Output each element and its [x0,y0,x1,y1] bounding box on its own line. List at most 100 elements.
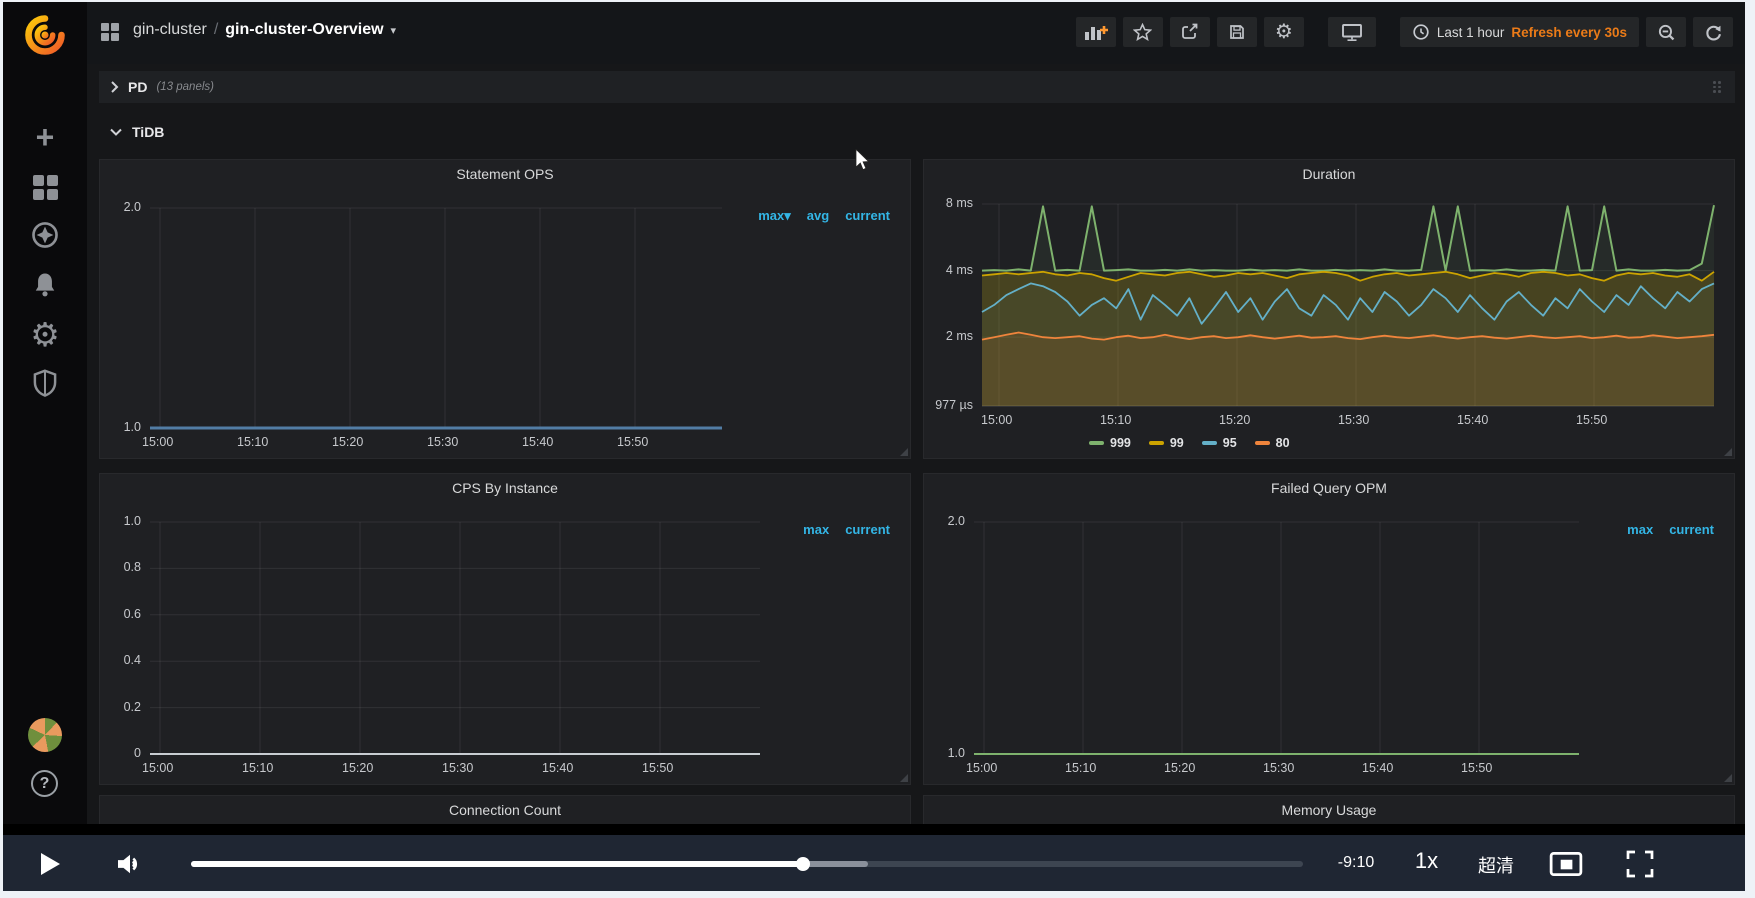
dashboard-settings-button[interactable]: ⚙ [1264,17,1304,47]
row-header-pd[interactable]: PD (13 panels) [99,71,1735,103]
legend-color-dash [1255,441,1270,445]
video-viewport[interactable]: + ⚙ [3,2,1745,891]
x-tick-label: 15:40 [1457,413,1488,427]
legend-stat-current[interactable]: current [1669,522,1714,537]
top-navbar: gin-cluster / gin-cluster-Overview ▾ [87,2,1745,64]
grafana-app: + ⚙ [3,2,1745,824]
sidebar-item-dashboards[interactable] [3,172,87,202]
star-dashboard-button[interactable] [1123,17,1163,47]
chevron-right-icon [109,80,119,94]
chart-plot: 2.01.015:0015:1015:2015:3015:4015:50max▾… [100,160,910,458]
legend-series-name: 80 [1276,436,1290,450]
refresh-dashboard-button[interactable] [1693,17,1733,47]
grafana-logo-icon [23,13,67,57]
create-button[interactable]: + [3,120,87,154]
breadcrumb-dashboard[interactable]: gin-cluster-Overview [225,21,383,39]
y-tick-label: 2.0 [948,514,965,528]
legend-stat-avg[interactable]: avg [807,208,829,224]
sidebar-item-server-admin[interactable] [3,368,87,398]
sidebar-item-explore[interactable] [3,220,87,250]
volume-button[interactable] [115,852,145,881]
panel-resize-handle[interactable] [900,448,908,456]
time-range-picker[interactable]: Last 1 hour Refresh every 30s [1400,17,1639,47]
picture-in-picture-button[interactable] [1549,851,1583,882]
legend-stat-current[interactable]: current [845,208,890,224]
legend-item-999[interactable]: 999 [1089,436,1131,450]
help-button[interactable]: ? [31,770,58,797]
chart-canvas [924,160,1736,460]
x-tick-label: 15:50 [1576,413,1607,427]
help-icon: ? [40,775,50,793]
y-tick-label: 0.4 [124,653,141,667]
gear-icon: ⚙ [30,315,60,354]
user-avatar[interactable] [28,718,62,752]
fullscreen-icon [1625,850,1655,878]
sidebar-item-alerting[interactable] [3,270,87,300]
panel-resize-handle[interactable] [1724,448,1732,456]
chart-plot: 1.00.80.60.40.2015:0015:1015:2015:3015:4… [100,474,910,784]
breadcrumb-separator: / [214,21,218,39]
panel-resize-handle[interactable] [1724,774,1732,782]
sidebar: + ⚙ [3,2,87,824]
seek-handle[interactable] [796,857,810,871]
x-tick-label: 15:30 [1338,413,1369,427]
play-button[interactable] [41,853,60,875]
x-tick-label: 15:30 [1263,761,1294,775]
chevron-down-icon [109,126,123,138]
row-drag-handle[interactable] [1713,81,1721,93]
x-tick-label: 15:00 [142,435,173,449]
panel-title[interactable]: Connection Count [100,802,910,818]
panel-connection-count: Connection Count [99,795,911,824]
legend-color-dash [1202,441,1217,445]
legend-stat-current[interactable]: current [845,522,890,537]
legend-stat-max[interactable]: max [803,522,829,537]
bell-icon [32,271,58,299]
panel-statement-ops: Statement OPS 2.01.015:0015:1015:2015:30… [99,159,911,459]
y-tick-label: 0 [134,746,141,760]
navbar-actions: ⚙ [1076,17,1733,47]
x-tick-label: 15:40 [1362,761,1393,775]
legend-item-80[interactable]: 80 [1255,436,1290,450]
quality-button[interactable]: 超清 [1465,852,1527,878]
legend-stat-max[interactable]: max▾ [758,208,791,224]
legend-stat-max[interactable]: max [1627,522,1653,537]
clock-icon [1412,23,1430,41]
legend-header: max current [803,522,890,537]
y-tick-label: 2 ms [946,329,973,343]
shield-icon [32,369,58,397]
breadcrumb-folder[interactable]: gin-cluster [133,21,207,39]
seek-played [191,861,803,867]
panel-resize-handle[interactable] [900,774,908,782]
save-icon [1228,23,1246,41]
y-tick-label: 8 ms [946,196,973,210]
legend-item-99[interactable]: 99 [1149,436,1184,450]
chart-canvas [100,160,912,460]
y-tick-label: 1.0 [124,514,141,528]
y-tick-label: 0.6 [124,607,141,621]
breadcrumb-caret-icon[interactable]: ▾ [391,24,397,37]
panel-title[interactable]: Memory Usage [924,802,1734,818]
row-title: PD [128,79,147,95]
legend-item-95[interactable]: 95 [1202,436,1237,450]
grafana-logo[interactable] [3,10,87,60]
cycle-view-mode-button[interactable] [1328,17,1376,47]
refresh-icon [1704,23,1723,42]
x-tick-label: 15:40 [522,435,553,449]
x-tick-label: 15:00 [981,413,1012,427]
playback-speed-button[interactable]: 1x [1399,848,1454,874]
panel-memory-usage: Memory Usage [923,795,1735,824]
share-dashboard-button[interactable] [1170,17,1210,47]
row-header-tidb[interactable]: TiDB [99,116,1735,148]
breadcrumb: gin-cluster / gin-cluster-Overview ▾ [133,21,396,39]
dashboard-picker-icon[interactable] [101,23,119,41]
sidebar-item-configuration[interactable]: ⚙ [3,316,87,352]
x-tick-label: 15:50 [1461,761,1492,775]
save-dashboard-button[interactable] [1217,17,1257,47]
chart-canvas [924,474,1736,786]
fullscreen-button[interactable] [1625,850,1655,883]
seek-bar[interactable] [191,861,1303,867]
y-tick-label: 2.0 [124,200,141,214]
legend-series-name: 99 [1170,436,1184,450]
add-panel-button[interactable] [1076,17,1116,47]
zoom-out-time-button[interactable] [1646,17,1686,47]
